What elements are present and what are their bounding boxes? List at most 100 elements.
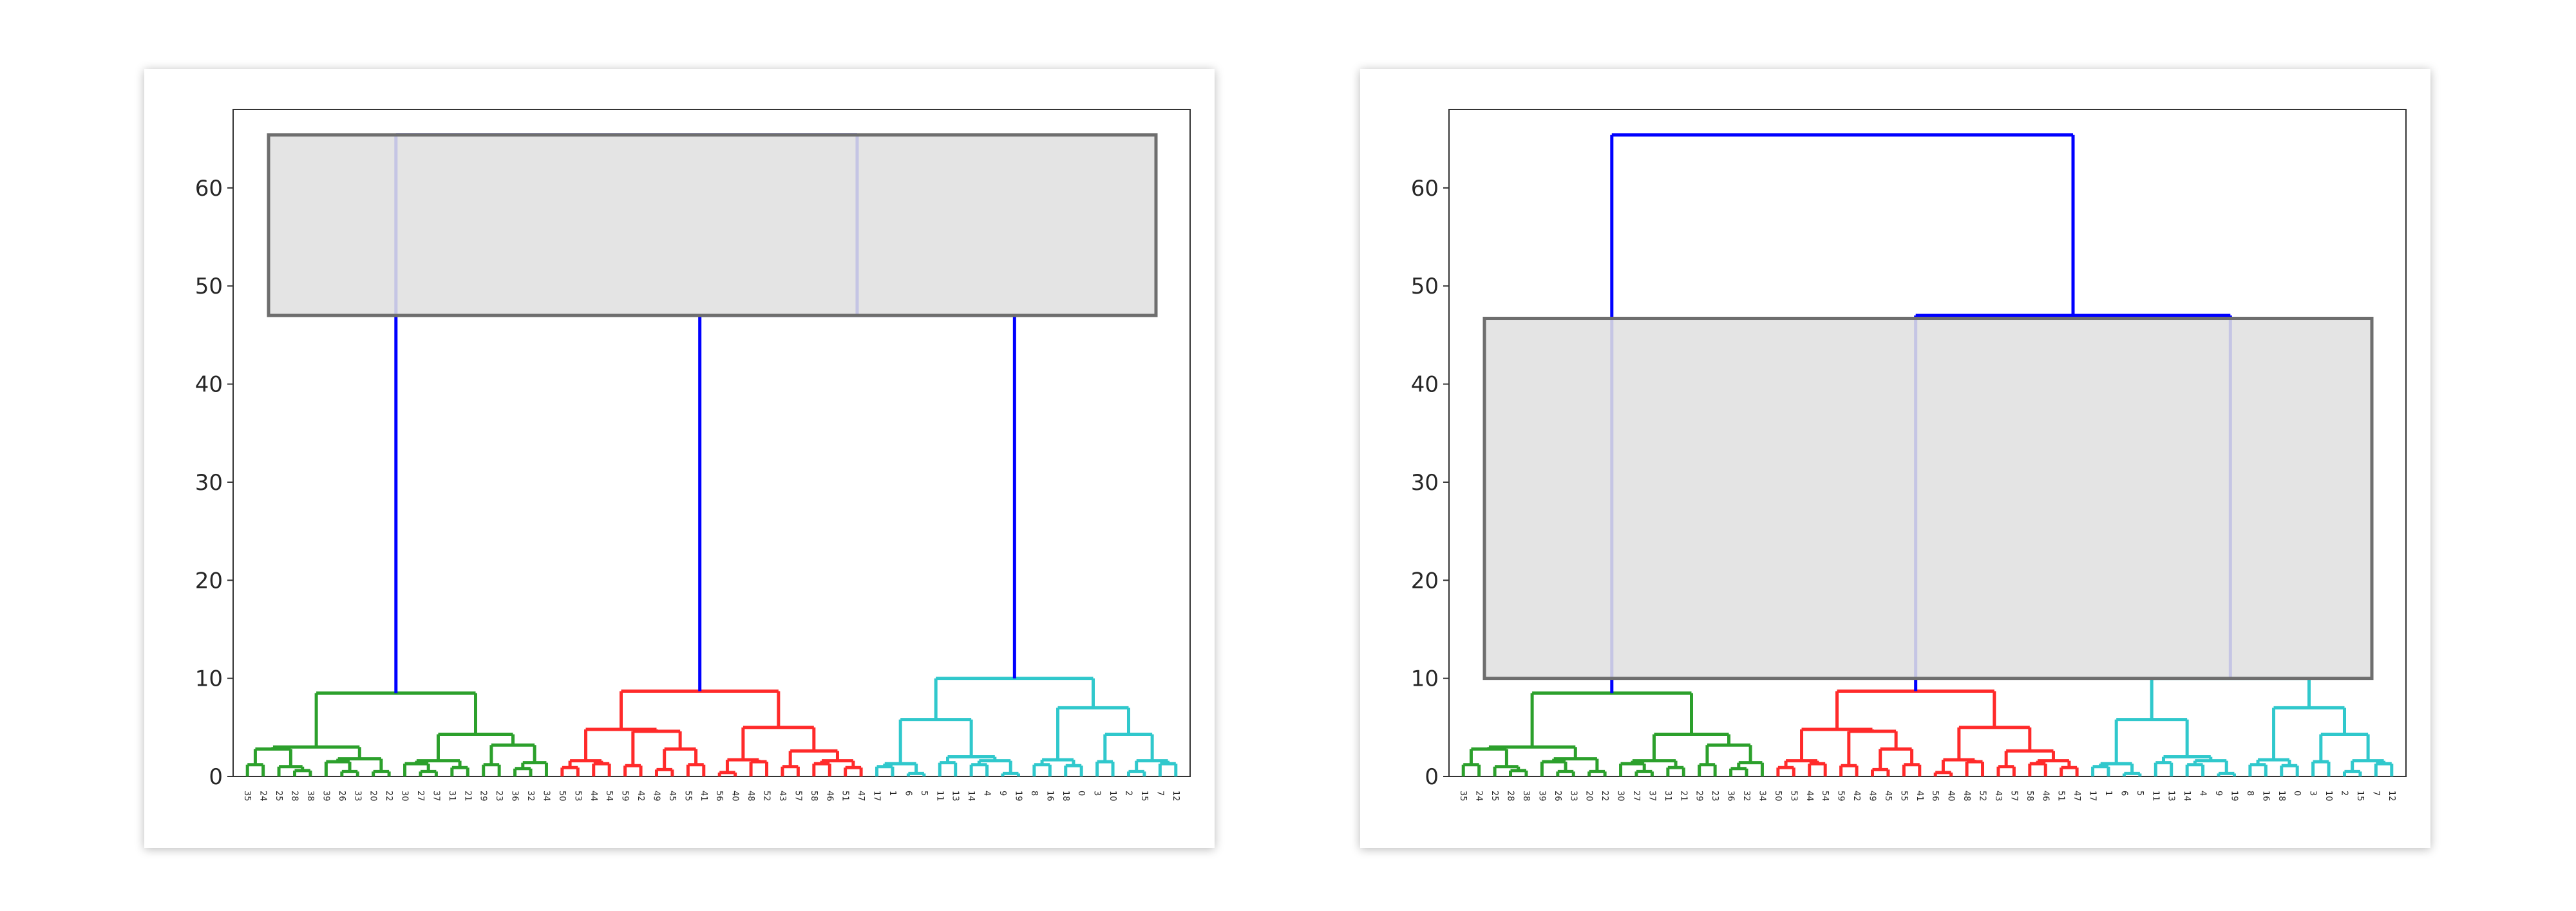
leaf-label: 12 [1171, 791, 1180, 802]
y-tick-label: 60 [1411, 176, 1439, 202]
leaf-label: 37 [431, 791, 440, 802]
y-tick-label: 10 [195, 666, 223, 692]
leaf-label: 54 [1820, 791, 1830, 802]
leaf-label: 29 [478, 791, 488, 802]
leaf-label: 47 [2072, 791, 2081, 802]
leaf-label: 18 [2277, 791, 2286, 802]
leaf-label: 27 [1631, 791, 1641, 802]
leaf-label: 10 [1108, 791, 1117, 802]
leaf-label: 40 [1946, 791, 1956, 802]
leaf-label: 38 [305, 791, 315, 802]
y-tick-label: 30 [1411, 470, 1439, 496]
leaf-label: 45 [667, 791, 677, 802]
leaf-label: 53 [1788, 791, 1798, 802]
leaf-label: 58 [809, 791, 819, 802]
leaf-label: 25 [1490, 791, 1499, 802]
leaf-label: 0 [2292, 791, 2302, 796]
leaf-label: 58 [2025, 791, 2034, 802]
leaf-label: 23 [1710, 791, 1719, 802]
leaf-label: 28 [290, 791, 299, 802]
leaf-label: 2 [2339, 791, 2349, 796]
leaf-label: 26 [1553, 791, 1562, 802]
leaf-label: 32 [526, 791, 535, 802]
leaf-label: 5 [2135, 791, 2145, 796]
leaf-label: 55 [683, 791, 692, 802]
plot-frame [232, 109, 1191, 777]
leaf-label: 50 [1773, 791, 1783, 802]
y-tick-label: 40 [195, 372, 223, 398]
leaf-label: 40 [730, 791, 740, 802]
leaf-label: 42 [636, 791, 645, 802]
leaf-label: 34 [541, 791, 551, 802]
leaf-label: 3 [2308, 791, 2318, 796]
leaf-label: 24 [258, 791, 268, 802]
leaf-label: 37 [1647, 791, 1656, 802]
leaf-label: 54 [604, 791, 614, 802]
leaf-label: 36 [510, 791, 520, 802]
leaf-label: 14 [2182, 791, 2192, 802]
y-tick-label: 50 [195, 274, 223, 299]
leaf-label: 38 [1521, 791, 1531, 802]
leaf-label: 44 [589, 791, 598, 802]
leaf-label: 59 [620, 791, 630, 802]
plot-frame [1448, 109, 2407, 777]
highlight-band [267, 133, 1158, 317]
leaf-label: 56 [714, 791, 724, 802]
leaf-label: 29 [1694, 791, 1704, 802]
y-tick-label: 30 [195, 470, 223, 496]
leaf-label: 49 [1867, 791, 1877, 802]
leaf-label: 17 [872, 791, 882, 802]
leaf-label: 56 [1930, 791, 1940, 802]
leaf-label: 2 [1123, 791, 1133, 796]
leaf-label: 24 [1474, 791, 1484, 802]
y-tick-label: 40 [1411, 372, 1439, 398]
leaf-label: 9 [998, 791, 1007, 796]
leaf-label: 7 [1155, 791, 1164, 796]
leaf-label: 15 [1139, 791, 1149, 802]
leaf-label: 0 [1076, 791, 1086, 796]
leaf-label: 53 [573, 791, 582, 802]
leaf-label: 48 [746, 791, 755, 802]
leaf-label: 15 [2355, 791, 2365, 802]
y-tick-label: 20 [1411, 568, 1439, 594]
leaf-label: 30 [1616, 791, 1625, 802]
leaf-label: 13 [2166, 791, 2176, 802]
leaf-label: 21 [462, 791, 472, 802]
leaf-label: 9 [2213, 791, 2223, 796]
leaf-label: 45 [1883, 791, 1893, 802]
leaf-label: 57 [2009, 791, 2018, 802]
leaf-label: 6 [903, 791, 913, 796]
leaf-label: 20 [368, 791, 378, 802]
y-tick-label: 0 [1425, 764, 1439, 790]
leaf-label: 41 [1915, 791, 1924, 802]
leaf-label: 11 [934, 791, 944, 802]
leaf-label: 8 [1029, 791, 1039, 796]
dendrogram-card-left: 0 10 20 30 40 50 60 35 24 25 28 38 39 26 33 20 22 30 27 37 3… [144, 69, 1215, 848]
leaf-label: 39 [321, 791, 330, 802]
leaf-label: 44 [1804, 791, 1814, 802]
leaf-label: 48 [1962, 791, 1971, 802]
leaf-label: 36 [1726, 791, 1736, 802]
leaf-label: 4 [982, 791, 992, 796]
leaf-label: 46 [824, 791, 834, 802]
y-tick-label: 50 [1411, 274, 1439, 299]
leaf-label: 17 [2088, 791, 2098, 802]
leaf-label: 31 [447, 791, 457, 802]
leaf-label: 51 [2056, 791, 2066, 802]
leaf-label: 27 [415, 791, 425, 802]
leaf-label: 33 [1568, 791, 1578, 802]
dendrogram-card-right: 0 10 20 30 40 50 60 35 24 25 28 38 39 26 33 20 22 30 27 37 3… [1360, 69, 2430, 848]
leaf-label: 55 [1899, 791, 1908, 802]
leaf-label: 25 [274, 791, 283, 802]
leaf-label: 33 [352, 791, 362, 802]
leaf-label: 11 [2150, 791, 2160, 802]
leaf-label: 13 [951, 791, 960, 802]
leaf-label: 28 [1506, 791, 1515, 802]
leaf-label: 42 [1852, 791, 1861, 802]
y-tick-label: 0 [209, 764, 223, 790]
leaf-label: 19 [1013, 791, 1023, 802]
leaf-label: 26 [337, 791, 346, 802]
dendrogram-links [245, 133, 1178, 776]
